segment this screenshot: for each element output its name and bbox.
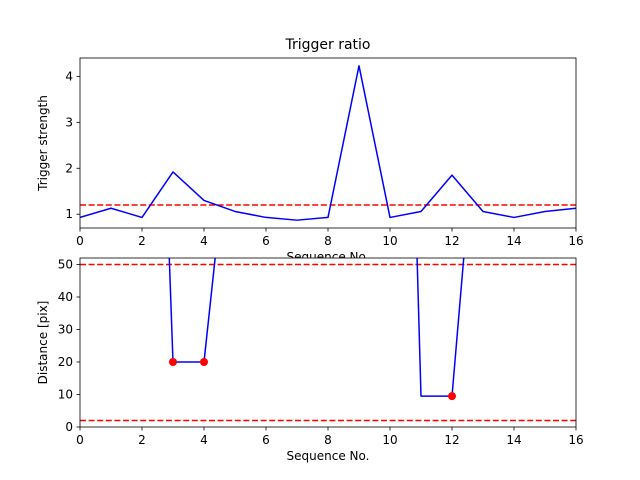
x-tick-label: 6 bbox=[262, 234, 270, 248]
x-tick-label: 8 bbox=[324, 234, 332, 248]
x-tick-label: 12 bbox=[444, 433, 459, 447]
x-tick-label: 0 bbox=[76, 433, 84, 447]
x-tick-label: 14 bbox=[506, 234, 521, 248]
y-tick-label: 2 bbox=[65, 161, 73, 175]
x-tick-label: 2 bbox=[138, 433, 146, 447]
x-tick-label: 10 bbox=[382, 234, 397, 248]
y-tick-label: 30 bbox=[58, 323, 73, 337]
x-tick-label: 0 bbox=[76, 234, 84, 248]
x-tick-label: 14 bbox=[506, 433, 521, 447]
axes-bottom: 0 2 4 6 8 10 12 14 16 0 10 20 30 40 50 Sequence No. Dist… bbox=[36, 258, 584, 464]
y-tick-label: 3 bbox=[65, 115, 73, 129]
x-tick-label: 16 bbox=[568, 234, 583, 248]
x-tick-label: 2 bbox=[138, 234, 146, 248]
y-tick-label: 1 bbox=[65, 207, 73, 221]
x-tick-label: 12 bbox=[444, 234, 459, 248]
plot-content-top bbox=[80, 65, 576, 221]
series-line-bottom-0 bbox=[168, 258, 216, 363]
plot-area-top bbox=[80, 58, 576, 228]
y-tick-label: 0 bbox=[65, 420, 73, 434]
x-tick-label: 4 bbox=[200, 433, 208, 447]
x-axis-label-bottom: Sequence No. bbox=[287, 449, 370, 463]
data-point-marker-2 bbox=[448, 392, 456, 401]
x-tick-label: 8 bbox=[324, 433, 332, 447]
data-point-marker-1 bbox=[200, 358, 208, 366]
y-tick-label: 4 bbox=[65, 69, 73, 83]
series-line-bottom-1 bbox=[416, 258, 465, 397]
x-tick-label: 10 bbox=[382, 433, 397, 447]
y-axis-label-bottom: Distance [pix] bbox=[36, 301, 50, 385]
series-line-top-0 bbox=[80, 65, 576, 221]
data-point-marker-0 bbox=[169, 358, 177, 366]
y-axis-label-top: Trigger strength bbox=[36, 95, 50, 192]
x-tick-label: 4 bbox=[200, 234, 208, 248]
plot-area-bottom bbox=[80, 258, 576, 427]
x-tick-label: 6 bbox=[262, 433, 270, 447]
y-tick-label: 40 bbox=[58, 290, 73, 304]
x-tick-label: 16 bbox=[568, 433, 583, 447]
y-tick-label: 20 bbox=[58, 355, 73, 369]
y-tick-label: 10 bbox=[58, 388, 73, 402]
y-tick-label: 50 bbox=[58, 258, 73, 272]
chart-title: Trigger ratio bbox=[284, 37, 370, 53]
plot-content-bottom bbox=[80, 258, 576, 422]
